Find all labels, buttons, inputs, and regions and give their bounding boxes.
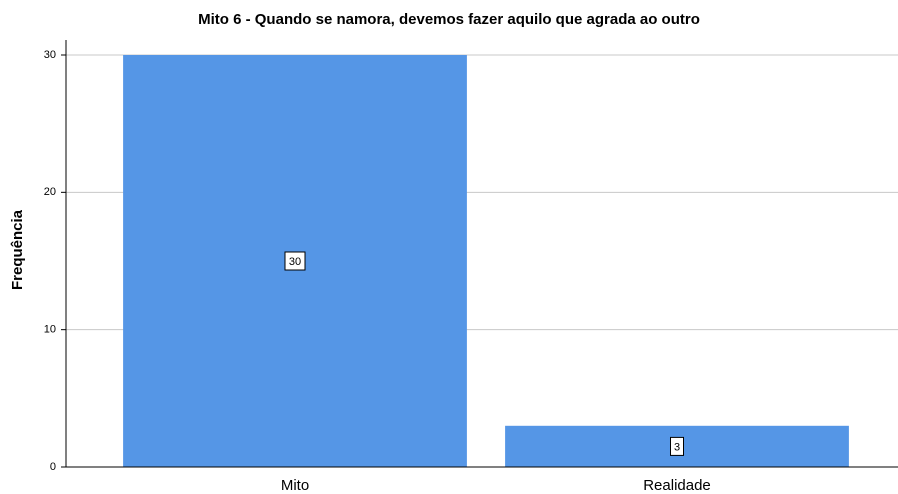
y-axis-label: Frequência bbox=[9, 209, 26, 290]
x-tick-label: Mito bbox=[281, 477, 309, 494]
y-tick-label: 10 bbox=[44, 324, 56, 336]
chart-title: Mito 6 - Quando se namora, devemos fazer… bbox=[198, 11, 700, 28]
y-tick-label: 0 bbox=[50, 461, 56, 473]
y-tick-label: 30 bbox=[44, 49, 56, 61]
y-tick-label: 20 bbox=[44, 186, 56, 198]
data-label: 30 bbox=[289, 256, 301, 268]
data-label: 3 bbox=[674, 441, 680, 453]
data-label-box bbox=[284, 251, 306, 271]
data-label-box bbox=[670, 436, 684, 456]
x-tick-label: Realidade bbox=[643, 477, 711, 494]
